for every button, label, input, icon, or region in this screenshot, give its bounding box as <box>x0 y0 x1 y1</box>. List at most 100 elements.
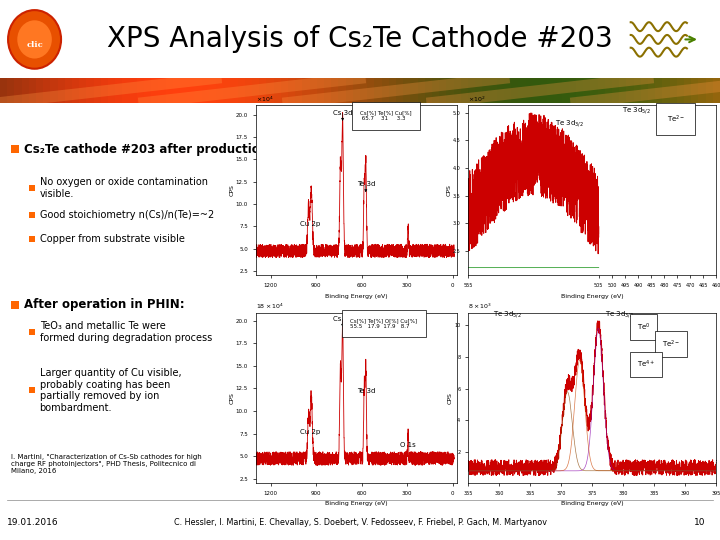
Bar <box>396 78 403 103</box>
Bar <box>223 78 230 103</box>
Text: Good stoichiometry n(Cs)/n(Te)=~2: Good stoichiometry n(Cs)/n(Te)=~2 <box>40 211 214 220</box>
Bar <box>626 78 634 103</box>
Bar <box>706 78 713 103</box>
Bar <box>691 78 698 103</box>
Y-axis label: CPS: CPS <box>448 393 453 404</box>
Bar <box>173 78 180 103</box>
Bar <box>338 78 346 103</box>
Text: Courtesy I. Martini: Courtesy I. Martini <box>634 460 716 469</box>
Bar <box>245 78 252 103</box>
Bar <box>353 78 360 103</box>
Bar <box>137 78 144 103</box>
Text: Larger quantity of Cu visible,
probably coating has been
partially removed by io: Larger quantity of Cu visible, probably … <box>40 368 181 413</box>
FancyBboxPatch shape <box>11 301 19 309</box>
Bar <box>122 78 130 103</box>
Bar <box>382 78 389 103</box>
Bar <box>202 78 209 103</box>
X-axis label: Binding Energy (eV): Binding Energy (eV) <box>561 294 624 299</box>
Text: Cs[%] Te[%] O[%] Cu[%]
55.5   17.9  17.9   8.7: Cs[%] Te[%] O[%] Cu[%] 55.5 17.9 17.9 8.… <box>351 318 418 329</box>
Y-axis label: CPS: CPS <box>446 185 451 196</box>
Text: Cs 3d: Cs 3d <box>333 316 352 322</box>
Bar <box>317 78 324 103</box>
Bar <box>374 78 382 103</box>
Text: O 1s: O 1s <box>400 442 416 448</box>
Text: Te 3d: Te 3d <box>356 181 375 187</box>
Text: $\times 10^2$: $\times 10^2$ <box>468 94 485 104</box>
Bar <box>259 78 266 103</box>
Bar <box>65 78 72 103</box>
Bar <box>482 78 490 103</box>
X-axis label: Binding Energy (eV): Binding Energy (eV) <box>561 502 624 507</box>
Bar <box>72 78 79 103</box>
X-axis label: Binding Energy (eV): Binding Energy (eV) <box>325 502 387 507</box>
Bar <box>166 78 173 103</box>
Bar <box>446 78 454 103</box>
Bar <box>490 78 497 103</box>
Text: $8\times 10^3$: $8\times 10^3$ <box>468 302 492 312</box>
Bar <box>468 78 475 103</box>
Text: Cs 3d: Cs 3d <box>333 110 352 116</box>
Text: C. Hessler, I. Martini, E. Chevallay, S. Doebert, V. Fedosseev, F. Friebel, P. G: C. Hessler, I. Martini, E. Chevallay, S.… <box>174 518 546 528</box>
FancyBboxPatch shape <box>29 185 35 191</box>
Bar <box>554 78 562 103</box>
Bar <box>144 78 151 103</box>
Bar <box>403 78 410 103</box>
Text: Te$^{2-}$: Te$^{2-}$ <box>667 113 685 125</box>
Bar <box>432 78 439 103</box>
Bar <box>101 78 108 103</box>
Circle shape <box>17 21 52 58</box>
Bar <box>274 78 281 103</box>
Text: Cu 2p: Cu 2p <box>300 429 320 435</box>
Text: Te$^{0}$: Te$^{0}$ <box>637 321 650 333</box>
Bar <box>562 78 569 103</box>
Bar <box>281 78 288 103</box>
Text: $18\times 10^4$: $18\times 10^4$ <box>256 302 284 312</box>
Bar <box>310 78 317 103</box>
Bar <box>612 78 619 103</box>
Bar <box>302 78 310 103</box>
FancyBboxPatch shape <box>11 145 19 153</box>
Bar <box>29 78 36 103</box>
Text: Te 3d$_{3/2}$: Te 3d$_{3/2}$ <box>605 310 634 320</box>
Bar <box>634 78 641 103</box>
Bar <box>266 78 274 103</box>
Bar <box>86 78 94 103</box>
FancyBboxPatch shape <box>29 387 35 393</box>
Bar <box>648 78 655 103</box>
Bar <box>605 78 612 103</box>
Bar <box>324 78 331 103</box>
Text: clic: clic <box>26 40 43 49</box>
Bar <box>590 78 598 103</box>
Y-axis label: CPS: CPS <box>230 393 234 404</box>
Bar <box>583 78 590 103</box>
Bar <box>670 78 677 103</box>
Circle shape <box>8 10 61 69</box>
Text: Cs[%] Te[%] Cu[%]
 65.7    31     3.3: Cs[%] Te[%] Cu[%] 65.7 31 3.3 <box>361 110 412 121</box>
Bar <box>641 78 648 103</box>
Bar <box>418 78 425 103</box>
Bar <box>533 78 540 103</box>
Bar <box>158 78 166 103</box>
Bar <box>518 78 526 103</box>
Bar <box>367 78 374 103</box>
Bar <box>677 78 684 103</box>
Bar <box>108 78 115 103</box>
Bar <box>504 78 511 103</box>
Bar <box>598 78 605 103</box>
Bar <box>187 78 194 103</box>
Bar <box>497 78 504 103</box>
Bar <box>194 78 202 103</box>
X-axis label: Binding Energy (eV): Binding Energy (eV) <box>325 294 387 299</box>
Bar <box>526 78 533 103</box>
Bar <box>295 78 302 103</box>
Bar <box>252 78 259 103</box>
Bar <box>0 78 7 103</box>
Text: 19.01.2016: 19.01.2016 <box>7 518 59 528</box>
Text: Te$^{2-}$: Te$^{2-}$ <box>662 339 680 350</box>
Text: $\times 10^4$: $\times 10^4$ <box>256 94 274 104</box>
Bar <box>389 78 396 103</box>
Text: Cu 2p: Cu 2p <box>300 221 320 227</box>
Bar <box>94 78 101 103</box>
Bar <box>511 78 518 103</box>
Bar <box>655 78 662 103</box>
